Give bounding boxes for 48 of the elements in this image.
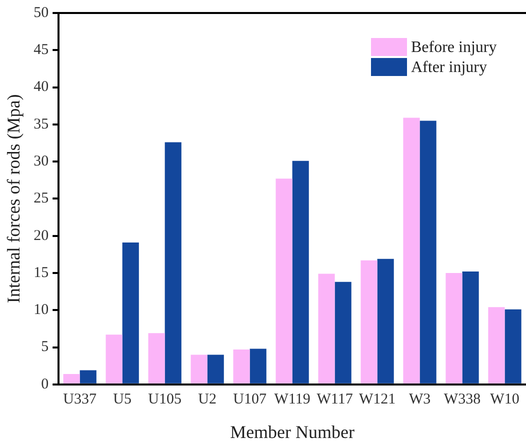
x-tick-label: W3: [408, 391, 431, 408]
y-tick-label: 40: [34, 79, 49, 96]
x-axis-title: Member Number: [230, 422, 355, 442]
x-tick-label: W117: [316, 391, 354, 408]
y-tick-label: 15: [34, 264, 49, 281]
bar: [63, 374, 80, 384]
y-tick-label: 20: [34, 228, 49, 244]
bar: [488, 307, 505, 384]
y-tick-label: 50: [34, 4, 49, 21]
bar: [207, 354, 224, 384]
bar: [276, 178, 292, 384]
bar: [420, 120, 436, 384]
x-tick-label: W121: [358, 391, 396, 408]
bar: [446, 272, 462, 384]
legend-label: After injury: [411, 59, 487, 76]
bar: [403, 118, 420, 384]
bar: [318, 274, 335, 384]
y-axis-title: Internal forces of rods (Mpa): [4, 94, 24, 304]
bar: [148, 333, 165, 384]
x-tick-label: U105: [148, 391, 182, 408]
y-tick-label: 25: [34, 190, 49, 207]
bar: [233, 349, 250, 384]
x-tick-label: U5: [113, 391, 132, 408]
y-tick-label: 0: [41, 376, 49, 392]
bar: [250, 348, 266, 384]
bar: [164, 142, 182, 384]
bar: [106, 334, 122, 384]
legend-label: Before injury: [411, 39, 497, 56]
bar: [292, 160, 309, 384]
bar: [377, 258, 394, 384]
bar: [504, 309, 522, 384]
bar: [334, 282, 352, 384]
y-tick-label: 10: [34, 302, 49, 318]
y-tick-label: 30: [34, 153, 49, 170]
bar: [190, 354, 208, 384]
y-tick-label: 35: [34, 116, 49, 132]
bar: [360, 260, 378, 384]
x-tick-label: U337: [63, 391, 98, 408]
x-tick-label: U2: [198, 391, 216, 408]
x-tick-label: U107: [233, 391, 267, 408]
x-tick-label: W338: [444, 391, 481, 408]
x-tick-label: W119: [274, 391, 310, 408]
y-tick-label: 5: [41, 339, 49, 356]
bar: [122, 242, 139, 384]
x-tick-label: W10: [490, 391, 520, 408]
bar: [462, 271, 479, 384]
y-tick-label: 45: [34, 42, 49, 58]
bar: [80, 370, 96, 384]
